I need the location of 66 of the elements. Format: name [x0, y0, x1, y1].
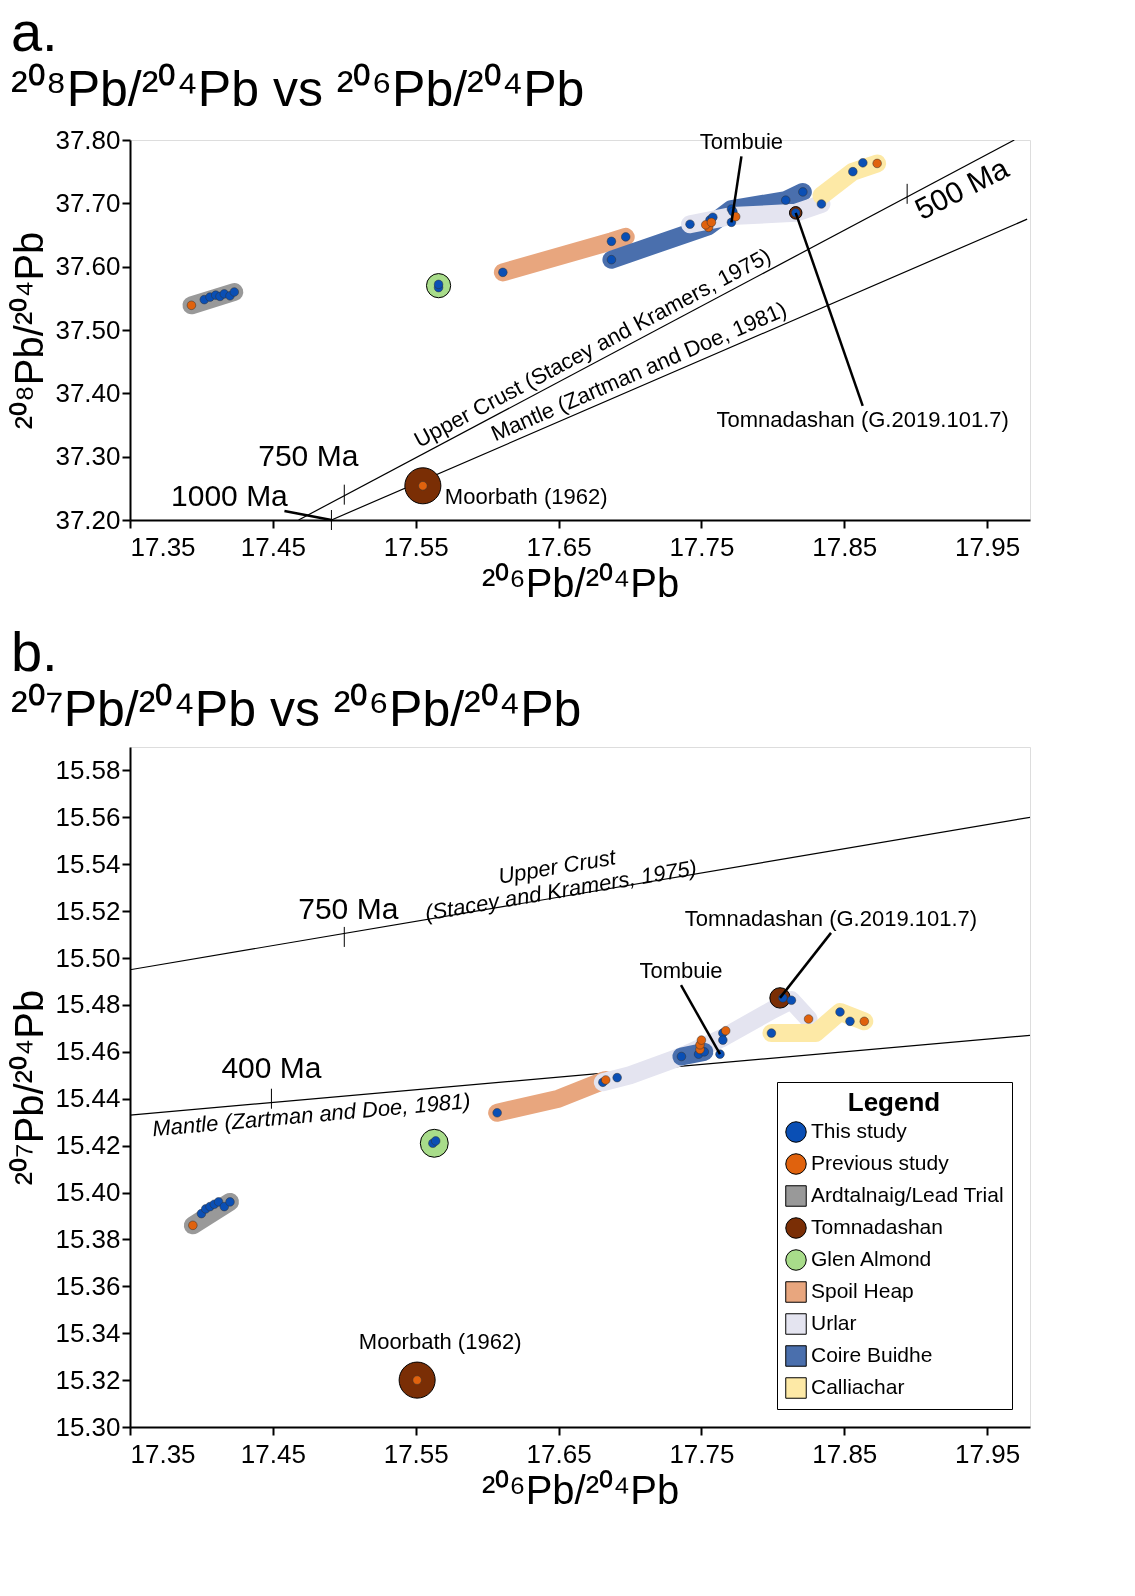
x-tick-label: 17.85 [812, 531, 878, 562]
x-tick-label: 17.45 [240, 531, 306, 562]
annotation: 500 Ma [909, 150, 1014, 226]
chart-subtitle: ²⁰⁷Pb/²⁰⁴Pb vs ²⁰⁶Pb/²⁰⁴Pb [10, 681, 582, 737]
x-axis-title: ²⁰⁶Pb/²⁰⁴Pb [481, 1467, 680, 1512]
y-tick-label: 15.52 [55, 895, 121, 926]
x-tick-label: 17.95 [955, 1438, 1021, 1469]
legend-label: Tomnadashan [811, 1215, 943, 1238]
chart-title: a. [10, 0, 58, 63]
y-tick-label: 15.48 [55, 989, 121, 1020]
x-tick-label: 17.65 [526, 1438, 592, 1469]
annotation: Tombuie [639, 958, 723, 984]
y-tick-label: 37.30 [55, 441, 121, 472]
y-tick-label: 15.54 [55, 848, 121, 879]
y-tick-label: 15.30 [55, 1411, 121, 1442]
legend-label: Glen Almond [811, 1247, 932, 1270]
x-tick-label: 17.35 [130, 1438, 196, 1469]
annotation: 400 Ma [221, 1050, 322, 1084]
x-tick-label: 17.95 [955, 531, 1021, 562]
y-axis-title: ²⁰⁷Pb/²⁰⁴Pb [7, 989, 52, 1186]
legend-label: Coire Buidhe [811, 1343, 933, 1366]
annotation: 1000 Ma [171, 479, 289, 512]
y-tick-label: 15.50 [55, 942, 121, 973]
x-tick-label: 17.65 [526, 531, 592, 562]
y-tick-label: 15.36 [55, 1270, 121, 1301]
x-tick-label: 17.75 [669, 1438, 735, 1469]
legend-label: Ardtalnaig/Lead Trial [811, 1183, 1004, 1206]
y-tick-label: 15.44 [55, 1083, 121, 1114]
y-tick-label: 37.50 [55, 314, 121, 345]
chart-subtitle: ²⁰⁸Pb/²⁰⁴Pb vs ²⁰⁶Pb/²⁰⁴Pb [10, 61, 585, 117]
y-axis-title: ²⁰⁸Pb/²⁰⁴Pb [7, 231, 52, 430]
y-tick-label: 37.20 [55, 504, 121, 535]
legend-label: Spoil Heap [811, 1279, 914, 1302]
y-tick-label: 15.46 [55, 1036, 121, 1067]
x-tick-label: 17.55 [383, 531, 449, 562]
y-tick-label: 15.42 [55, 1130, 121, 1161]
y-tick-label: 15.56 [55, 801, 121, 832]
y-tick-label: 15.58 [55, 754, 121, 785]
annotation: Tomnadashan (G.2019.101.7) [716, 406, 1009, 432]
annotation: Moorbath (1962) [358, 1329, 522, 1355]
annotation: 750 Ma [298, 891, 399, 925]
y-tick-label: 37.80 [55, 124, 121, 155]
legend-label: Previous study [811, 1151, 950, 1174]
legend-label: Urlar [811, 1311, 857, 1334]
y-tick-label: 37.40 [55, 377, 121, 408]
y-tick-label: 15.40 [55, 1177, 121, 1208]
annotation: Tomnadashan (G.2019.101.7) [684, 905, 978, 931]
y-tick-label: 37.60 [55, 251, 121, 282]
y-tick-label: 15.32 [55, 1364, 121, 1395]
x-tick-label: 17.75 [669, 531, 735, 562]
x-tick-label: 17.45 [240, 1438, 306, 1469]
chart-title: b. [10, 620, 58, 683]
y-tick-label: 37.70 [55, 187, 121, 218]
x-tick-label: 17.85 [812, 1438, 878, 1469]
legend-label: This study [811, 1119, 908, 1142]
text: Mantle (Zartman and Doe, 1981) [151, 1088, 472, 1142]
legend-label: Calliachar [811, 1375, 905, 1398]
annotation: Tombuie [699, 129, 784, 155]
y-tick-label: 15.38 [55, 1223, 121, 1254]
x-tick-label: 17.35 [130, 531, 196, 562]
legend-title: Legend [847, 1087, 941, 1117]
annotation: 750 Ma [258, 438, 359, 472]
y-tick-label: 15.34 [55, 1317, 121, 1348]
x-tick-label: 17.55 [383, 1438, 449, 1469]
annotation: Moorbath (1962) [444, 483, 608, 509]
x-axis-title: ²⁰⁶Pb/²⁰⁴Pb [481, 560, 680, 605]
